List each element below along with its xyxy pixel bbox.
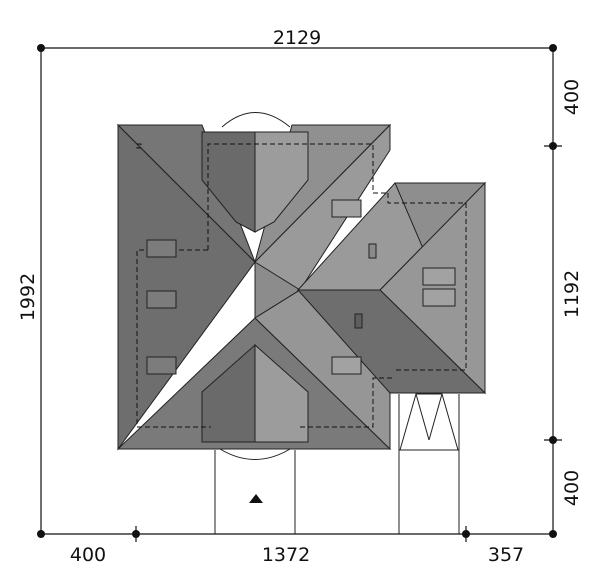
wall-dash-east	[387, 193, 467, 371]
roof-window	[422, 267, 456, 286]
roof-windows	[146, 199, 456, 375]
top-dormer-right-face	[254, 131, 309, 233]
carport-brace-left	[415, 393, 430, 441]
ground-outlines	[214, 393, 460, 534]
roof-window	[331, 199, 362, 218]
dim-dot	[462, 530, 470, 538]
wall-dash-north	[207, 143, 388, 250]
dim-right-bottom: 400	[561, 470, 583, 506]
bottom-bay-arc	[219, 448, 291, 460]
entrance-triangle-icon	[249, 494, 263, 503]
dim-bottom-middle: 1372	[262, 544, 310, 566]
dim-top-width: 2129	[273, 27, 321, 49]
roof-window	[146, 356, 177, 375]
dim-right-middle: 1192	[561, 270, 583, 318]
dim-dot	[132, 530, 140, 538]
bottom-dormer	[201, 343, 309, 443]
dimension-dots	[37, 44, 557, 538]
top-dormer-left-face	[201, 131, 256, 233]
wall-dash-south	[300, 377, 394, 428]
dim-right-top: 400	[561, 79, 583, 115]
dim-dot	[37, 44, 45, 52]
main-roof	[116, 123, 392, 451]
dim-bottom-left: 400	[70, 544, 106, 566]
east-wing-roof	[296, 181, 487, 395]
top-dormer	[201, 131, 309, 233]
dim-bottom-right: 357	[488, 544, 524, 566]
wall-corner-mark	[136, 143, 142, 149]
roof-window	[146, 239, 177, 258]
roof-window	[331, 356, 362, 375]
roof-window	[422, 288, 456, 307]
dim-dot	[549, 142, 557, 150]
dim-dot	[37, 530, 45, 538]
carport-brace-right	[428, 393, 443, 441]
dim-dot	[549, 436, 557, 444]
roof-vent	[368, 243, 377, 259]
top-bay-arc	[221, 112, 291, 128]
bottom-dormer-right-face	[254, 343, 309, 443]
roof-window	[146, 290, 177, 309]
carport-frame	[399, 393, 459, 451]
dim-dot	[549, 44, 557, 52]
dim-dot	[549, 530, 557, 538]
roof-vent	[354, 313, 363, 329]
dim-left-height: 1992	[17, 273, 39, 321]
